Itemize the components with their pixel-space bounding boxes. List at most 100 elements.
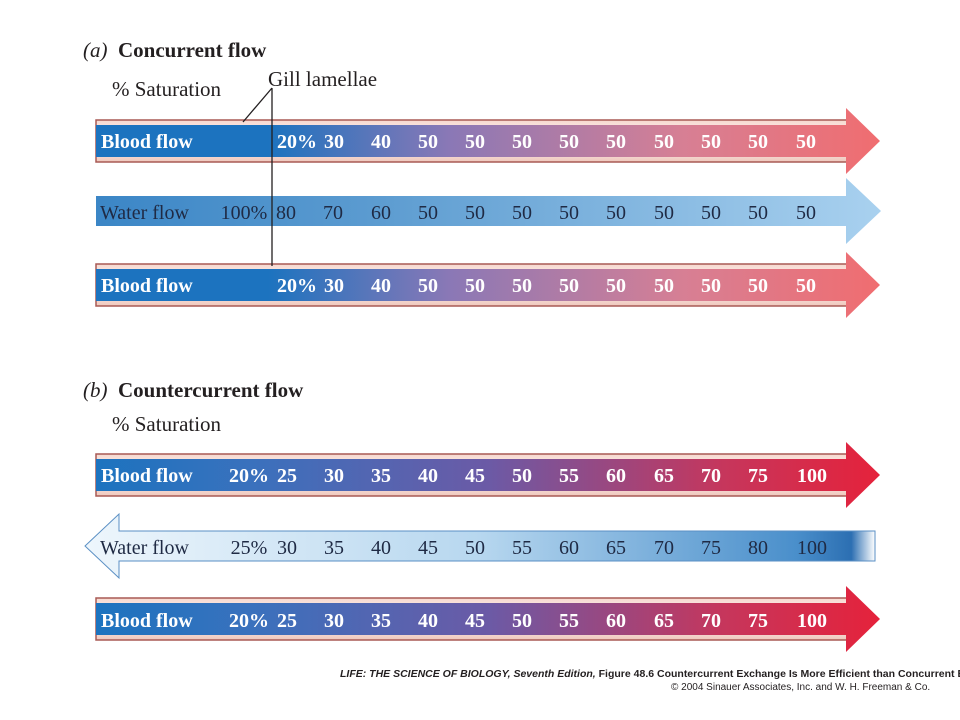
- saturation-value: 50: [654, 275, 674, 297]
- saturation-value: 30: [277, 537, 297, 559]
- saturation-value: 25%: [231, 537, 268, 559]
- panel-a-blood-bottom-values: 20% 30 40 50 50 50 50 50 50 50 50 50: [277, 275, 816, 297]
- saturation-value: 40: [418, 465, 438, 487]
- saturation-value: 50: [748, 202, 768, 224]
- saturation-value: 50: [418, 275, 438, 297]
- saturation-value: 65: [654, 465, 674, 487]
- saturation-value: 50: [559, 202, 579, 224]
- saturation-value: 50: [559, 275, 579, 297]
- panel-a-blood-arrow-top: [96, 108, 880, 174]
- saturation-value: 40: [371, 131, 391, 153]
- saturation-value: 45: [465, 610, 485, 632]
- panel-b-saturation-label: % Saturation: [112, 412, 222, 436]
- saturation-value: 50: [606, 131, 626, 153]
- panel-b-letter: (b): [83, 378, 108, 402]
- panel-a-blood-arrow-bottom: [96, 252, 880, 318]
- saturation-value: 40: [418, 610, 438, 632]
- panel-a-blood-top-label: Blood flow: [101, 131, 193, 153]
- saturation-value: 75: [701, 537, 721, 559]
- saturation-value: 50: [606, 275, 626, 297]
- saturation-value: 45: [418, 537, 438, 559]
- saturation-value: 100: [797, 465, 827, 487]
- panel-b-title-text: Countercurrent flow: [118, 378, 304, 402]
- saturation-value: 60: [371, 202, 391, 224]
- panel-a-saturation-label: % Saturation: [112, 77, 222, 101]
- panel-b-blood-arrow-top: [96, 442, 880, 508]
- saturation-value: 80: [276, 202, 296, 224]
- saturation-value: 50: [796, 202, 816, 224]
- panel-a-water-arrow: [96, 178, 881, 244]
- gill-leader-line-1: [242, 87, 273, 123]
- saturation-value: 50: [465, 275, 485, 297]
- saturation-value: 70: [701, 465, 721, 487]
- saturation-value: 50: [701, 131, 721, 153]
- panel-a-blood-top-values: 20% 30 40 50 50 50 50 50 50 50 50 50: [277, 131, 816, 153]
- saturation-value: 100: [797, 610, 827, 632]
- panel-a-blood-bottom-label: Blood flow: [101, 275, 193, 297]
- figure-credit-line2: © 2004 Sinauer Associates, Inc. and W. H…: [671, 682, 931, 693]
- panel-a-title: (a) Concurrent flow: [83, 38, 266, 63]
- saturation-value: 30: [324, 131, 344, 153]
- saturation-value: 50: [512, 610, 532, 632]
- saturation-value: 70: [701, 610, 721, 632]
- panel-b-blood-top-label: Blood flow: [101, 465, 193, 487]
- saturation-value: 50: [796, 131, 816, 153]
- figure-credit-line1: LIFE: THE SCIENCE OF BIOLOGY, Seventh Ed…: [340, 668, 960, 680]
- saturation-value: 50: [559, 131, 579, 153]
- panel-b-water-values: 25% 30 35 40 45 50 55 60 65 70 75 80 100: [231, 537, 827, 559]
- saturation-value: 50: [465, 537, 485, 559]
- panel-b-water-arrow: [84, 512, 876, 580]
- saturation-value: 100%: [221, 202, 268, 224]
- saturation-value: 30: [324, 275, 344, 297]
- saturation-value: 35: [371, 610, 391, 632]
- saturation-value: 20%: [229, 465, 269, 487]
- panel-b-blood-bottom-label: Blood flow: [101, 610, 193, 632]
- saturation-value: 50: [465, 202, 485, 224]
- saturation-value: 30: [324, 610, 344, 632]
- saturation-value: 20%: [277, 275, 317, 297]
- saturation-value: 65: [654, 610, 674, 632]
- saturation-value: 25: [277, 465, 297, 487]
- panel-a-letter: (a): [83, 38, 108, 62]
- saturation-value: 50: [512, 465, 532, 487]
- saturation-value: 55: [512, 537, 532, 559]
- saturation-value: 30: [324, 465, 344, 487]
- panel-b-blood-bottom-values: 20% 25 30 35 40 45 50 55 60 65 70 75 100: [229, 610, 827, 632]
- saturation-value: 50: [796, 275, 816, 297]
- gill-lamellae-label: Gill lamellae: [268, 67, 378, 91]
- saturation-value: 50: [512, 275, 532, 297]
- panel-a-water-label: Water flow: [100, 202, 189, 224]
- saturation-value: 45: [465, 465, 485, 487]
- saturation-value: 50: [701, 202, 721, 224]
- saturation-value: 35: [324, 537, 344, 559]
- credit-book-title: LIFE: THE SCIENCE OF BIOLOGY, Seventh Ed…: [340, 668, 596, 680]
- saturation-value: 50: [512, 131, 532, 153]
- panel-b-blood-arrow-bottom: [96, 586, 880, 652]
- saturation-value: 75: [748, 610, 768, 632]
- saturation-value: 40: [371, 537, 391, 559]
- saturation-value: 35: [371, 465, 391, 487]
- saturation-value: 50: [654, 202, 674, 224]
- saturation-value: 80: [748, 537, 768, 559]
- saturation-value: 70: [323, 202, 343, 224]
- panel-a-title-text: Concurrent flow: [118, 38, 267, 62]
- credit-figure-caption: Figure 48.6 Countercurrent Exchange Is M…: [598, 668, 960, 680]
- saturation-value: 25: [277, 610, 297, 632]
- saturation-value: 20%: [229, 610, 269, 632]
- panel-b-blood-top-values: 20% 25 30 35 40 45 50 55 60 65 70 75 100: [229, 465, 827, 487]
- saturation-value: 50: [748, 131, 768, 153]
- saturation-value: 60: [559, 537, 579, 559]
- saturation-value: 50: [748, 275, 768, 297]
- saturation-value: 60: [606, 610, 626, 632]
- saturation-value: 20%: [277, 131, 317, 153]
- panel-b-water-label: Water flow: [100, 537, 189, 559]
- saturation-value: 70: [654, 537, 674, 559]
- saturation-value: 50: [606, 202, 626, 224]
- saturation-value: 100: [797, 537, 827, 559]
- saturation-value: 75: [748, 465, 768, 487]
- panel-b-title: (b) Countercurrent flow: [83, 378, 303, 403]
- saturation-value: 65: [606, 537, 626, 559]
- saturation-value: 50: [701, 275, 721, 297]
- saturation-value: 50: [418, 202, 438, 224]
